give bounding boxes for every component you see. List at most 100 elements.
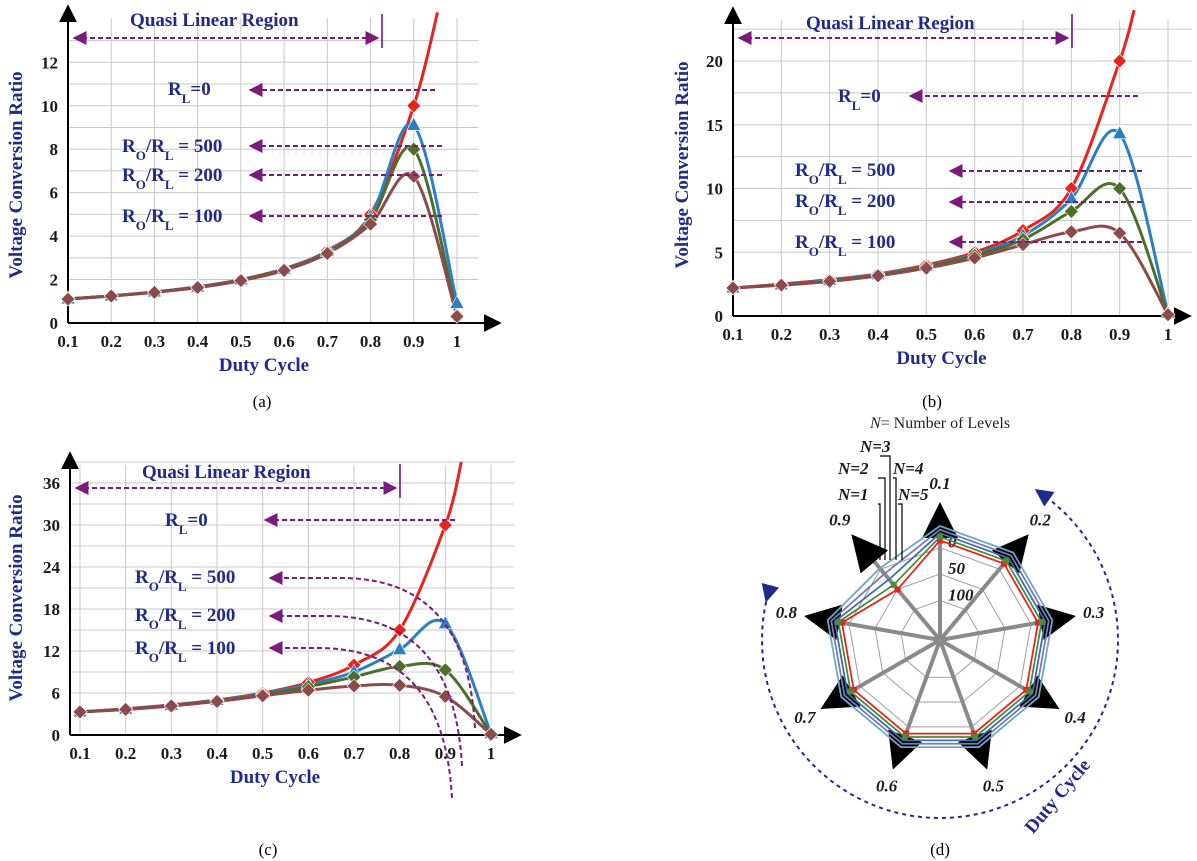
radar-point xyxy=(901,733,908,740)
data-point xyxy=(147,284,162,300)
y-tick-label: 2 xyxy=(50,271,59,290)
radar-spoke-arrow xyxy=(1019,675,1060,710)
x-tick-label: 0.5 xyxy=(916,325,937,344)
series-label: RL=0 xyxy=(165,510,208,537)
level-leader xyxy=(898,503,903,560)
data-point xyxy=(1063,190,1079,204)
radar-point xyxy=(937,533,943,540)
level-leader xyxy=(878,477,886,560)
y-tick-label: 18 xyxy=(43,600,60,619)
data-point xyxy=(1112,125,1128,139)
y-axis-label: Voltage Conversion Ratio xyxy=(6,494,27,701)
y-tick-label: 4 xyxy=(50,227,59,246)
x-axis-label: Duty Cycle xyxy=(896,348,986,369)
y-tick-label: 12 xyxy=(43,642,60,661)
series-line xyxy=(67,172,459,317)
data-point xyxy=(118,702,134,717)
level-leader xyxy=(878,503,881,560)
radar-ring xyxy=(900,599,980,678)
data-point xyxy=(406,116,422,131)
data-point xyxy=(1160,307,1176,323)
data-point xyxy=(1112,225,1128,241)
y-tick-label: 8 xyxy=(50,140,59,159)
x-tick-label: 0.5 xyxy=(230,332,251,351)
y-tick-label: 15 xyxy=(706,116,723,135)
x-tick-label: 0.1 xyxy=(722,325,743,344)
data-point xyxy=(233,273,249,289)
series-label: RO/RL = 200 xyxy=(122,165,222,192)
x-axis-label: Duty Cycle xyxy=(219,355,309,376)
radar-spoke-label: 0.5 xyxy=(983,777,1005,796)
data-point xyxy=(449,309,465,324)
quasi-linear-region-label: Quasi Linear Region xyxy=(130,10,299,31)
data-point xyxy=(276,263,292,278)
level-leader xyxy=(893,477,897,560)
radar-spoke-label: 0.4 xyxy=(1064,708,1085,727)
data-point xyxy=(346,678,362,694)
data-point xyxy=(437,517,453,533)
series-pointer xyxy=(268,571,476,729)
chart-a: 0.1 0.2 0.3 0.4 0.5 0.6 0.7 0.8 0.9 1024681012Dut… xyxy=(6,4,502,411)
data-point xyxy=(406,98,422,114)
y-tick-label: 10 xyxy=(41,97,58,116)
series-label: RO/RL = 500 xyxy=(135,567,235,594)
radar-spoke-label: 0.7 xyxy=(794,708,817,727)
radar-ring xyxy=(874,573,1006,703)
panel-caption: (a) xyxy=(253,392,272,411)
radar-title: N= Number of Levels xyxy=(869,415,1010,432)
x-tick-label: 0.7 xyxy=(343,744,365,763)
radar-spoke-arrow xyxy=(957,729,992,770)
radar-spoke-label: 0.3 xyxy=(1083,603,1105,622)
data-point xyxy=(392,640,408,655)
x-tick-label: 0.1 xyxy=(69,744,90,763)
series-label: RO/RL = 200 xyxy=(795,191,895,218)
data-point xyxy=(437,615,453,629)
x-tick-label: 0.7 xyxy=(1012,325,1034,344)
y-tick-label: 12 xyxy=(41,53,58,72)
y-tick-label: 0 xyxy=(50,314,59,333)
x-axis-label: Duty Cycle xyxy=(230,767,320,788)
series-label: RO/RL = 100 xyxy=(795,232,895,259)
series-label: RL=0 xyxy=(168,79,211,106)
x-tick-label: 0.9 xyxy=(1109,325,1130,344)
data-point xyxy=(255,688,271,704)
series-markers-3 xyxy=(72,677,499,742)
y-tick-label: 6 xyxy=(50,184,59,203)
series-line xyxy=(732,9,1136,290)
series-label: RO/RL = 100 xyxy=(122,206,222,233)
y-tick-label: 0 xyxy=(52,726,61,745)
chart-b: 0.1 0.2 0.3 0.4 0.5 0.6 0.7 0.8 0.9 105101520Duty… xyxy=(672,6,1193,411)
series-label: RO/RL = 100 xyxy=(135,638,235,665)
data-point xyxy=(392,677,408,693)
radar-point xyxy=(1035,619,1042,626)
data-point xyxy=(967,250,983,266)
x-tick-label: 0.7 xyxy=(317,332,339,351)
radar-spoke-label: 0.9 xyxy=(829,510,851,529)
x-tick-label: 0.8 xyxy=(360,332,381,351)
x-tick-label: 0.3 xyxy=(819,325,840,344)
radar-spoke-arrow xyxy=(991,534,1029,574)
level-label: N=5 xyxy=(897,485,929,504)
y-axis-label: Voltage Conversion Ratio xyxy=(672,61,693,268)
data-point xyxy=(300,682,316,698)
x-tick-label: 0.3 xyxy=(161,744,182,763)
series-3 xyxy=(79,683,492,736)
radar-point xyxy=(1023,686,1030,693)
x-tick-label: 0.6 xyxy=(298,744,319,763)
y-tick-label: 36 xyxy=(43,474,60,493)
x-tick-label: 1 xyxy=(453,332,462,351)
x-tick-label: 0.5 xyxy=(252,744,273,763)
data-point xyxy=(1063,204,1079,219)
quasi-linear-region-label: Quasi Linear Region xyxy=(806,13,975,34)
series-line xyxy=(79,683,492,736)
x-tick-label: 0.8 xyxy=(389,744,410,763)
series-line xyxy=(732,224,1170,316)
radar-point xyxy=(972,733,979,740)
x-tick-label: 0.2 xyxy=(101,332,122,351)
series-markers-3 xyxy=(60,168,465,324)
y-tick-label: 0 xyxy=(715,307,724,326)
series-3 xyxy=(67,172,459,317)
radial-tick-label: 100 xyxy=(948,585,974,604)
x-tick-label: 0.2 xyxy=(771,325,792,344)
